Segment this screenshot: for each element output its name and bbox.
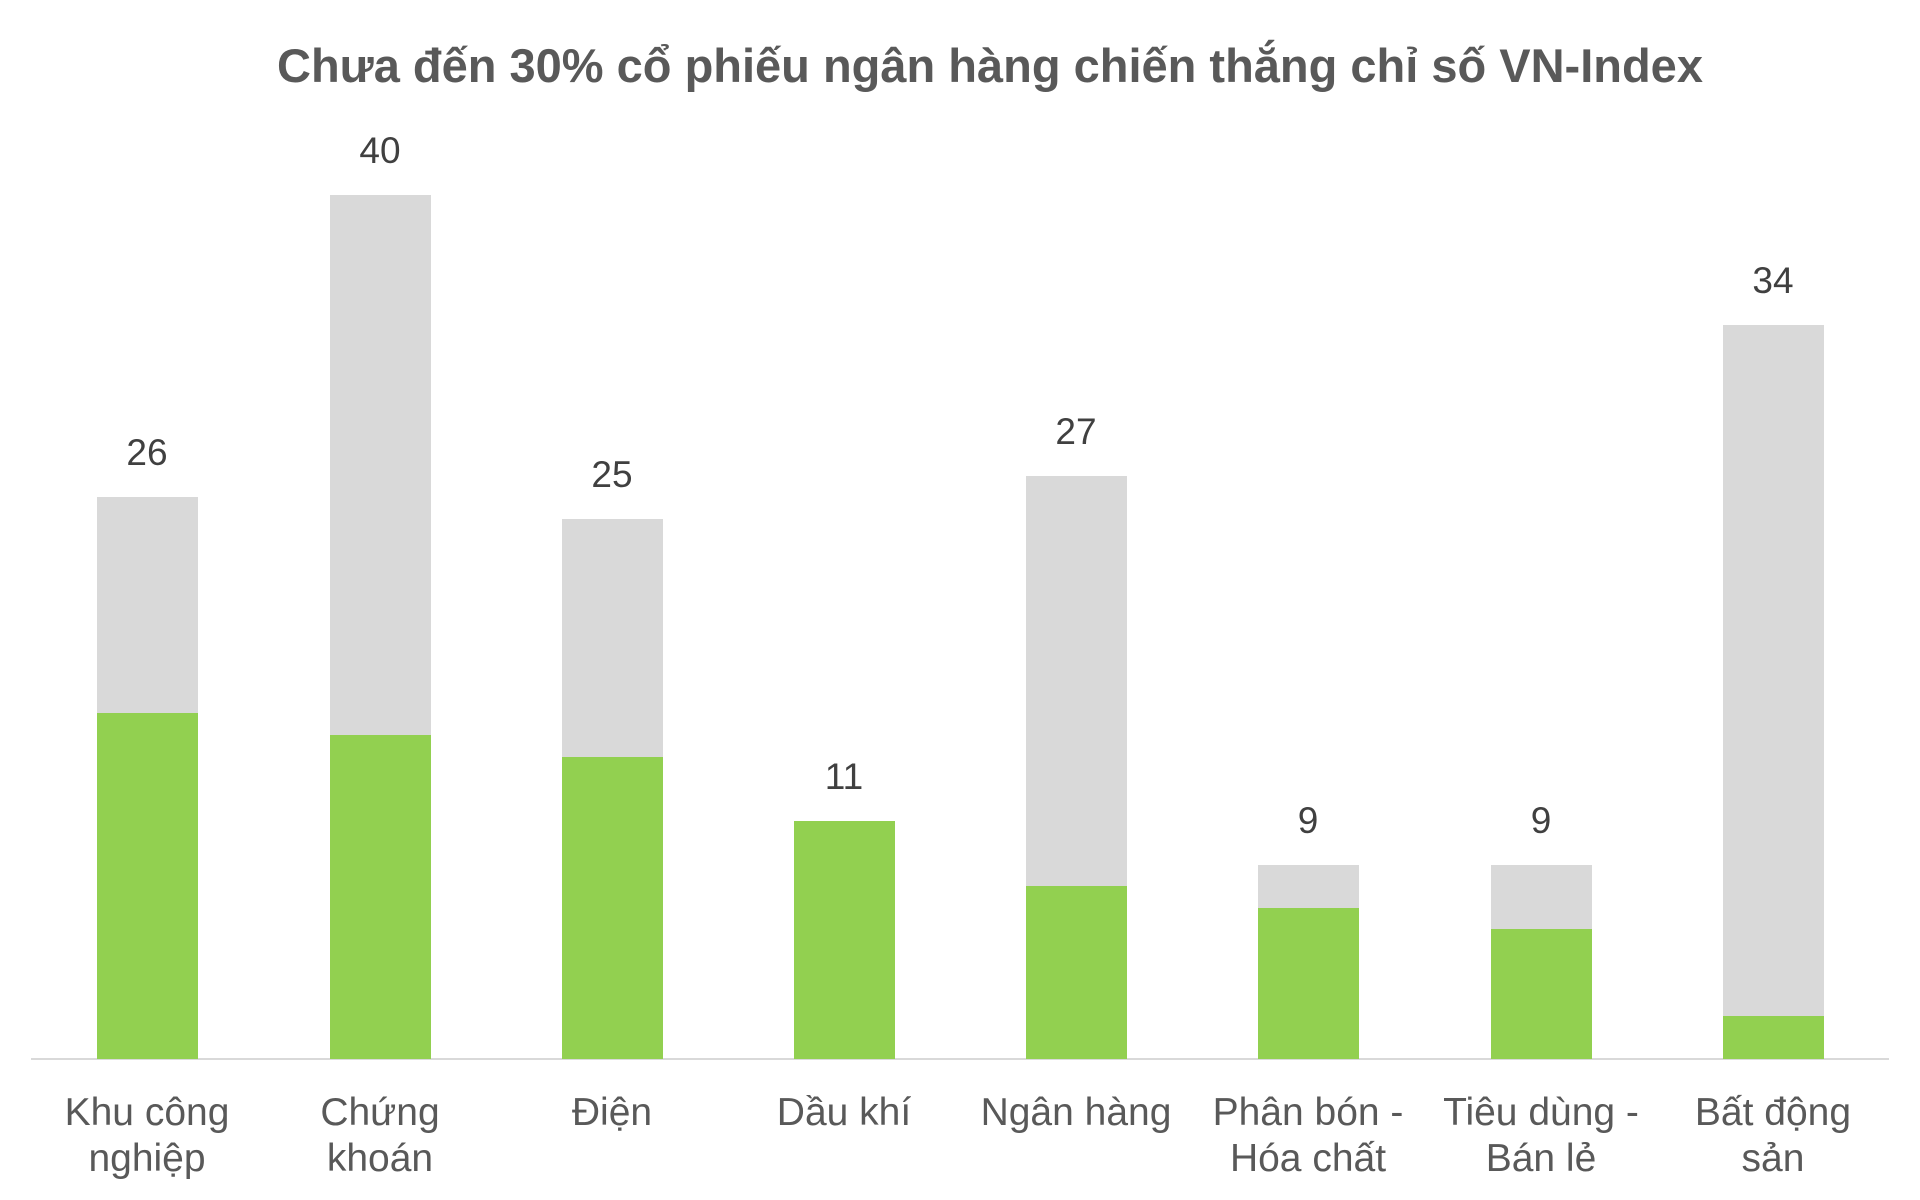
data-label: 26 bbox=[126, 432, 168, 474]
bar-8 bbox=[1722, 324, 1824, 1059]
bar-win-segment bbox=[1722, 1015, 1824, 1059]
bar-4 bbox=[793, 821, 895, 1059]
x-tick-label: Phân bón - Hóa chất bbox=[1212, 1091, 1404, 1180]
bar-1 bbox=[96, 497, 198, 1059]
bar-7 bbox=[1490, 864, 1592, 1059]
bar-2 bbox=[329, 195, 431, 1059]
data-label: 40 bbox=[359, 130, 401, 171]
x-tick-label: Khu công nghiệp bbox=[64, 1091, 230, 1180]
data-label: 25 bbox=[591, 454, 633, 495]
bar-win-segment bbox=[329, 735, 431, 1059]
data-label: 27 bbox=[1055, 410, 1097, 452]
chart-title: Chưa đến 30% cổ phiếu ngân hàng chiến th… bbox=[277, 39, 1703, 92]
x-axis-line bbox=[31, 1058, 1889, 1060]
data-label: 9 bbox=[1530, 799, 1552, 841]
bar-win-segment bbox=[1025, 886, 1127, 1059]
x-tick-label: Dầu khí bbox=[776, 1091, 912, 1134]
bar-win-segment bbox=[793, 821, 895, 1059]
bar-3 bbox=[561, 519, 663, 1059]
bar-6 bbox=[1257, 864, 1359, 1059]
data-label: 34 bbox=[1752, 259, 1794, 301]
bar-total-segment bbox=[1722, 324, 1824, 1059]
x-tick-label: Điện bbox=[571, 1091, 653, 1134]
x-tick-label: Tiêu dùng - Bán lẻ bbox=[1443, 1091, 1639, 1180]
bar-5 bbox=[1025, 475, 1127, 1059]
x-tick-label: Ngân hàng bbox=[980, 1091, 1172, 1134]
x-tick-label: Bất động sản bbox=[1694, 1091, 1852, 1180]
bar-win-segment bbox=[96, 713, 198, 1059]
x-tick-label: Chứng khoán bbox=[320, 1091, 440, 1180]
data-label: 11 bbox=[824, 756, 864, 798]
bar-win-segment bbox=[1490, 929, 1592, 1059]
data-label: 9 bbox=[1297, 799, 1319, 841]
bar-win-segment bbox=[561, 756, 663, 1059]
bar-win-segment bbox=[1257, 907, 1359, 1059]
